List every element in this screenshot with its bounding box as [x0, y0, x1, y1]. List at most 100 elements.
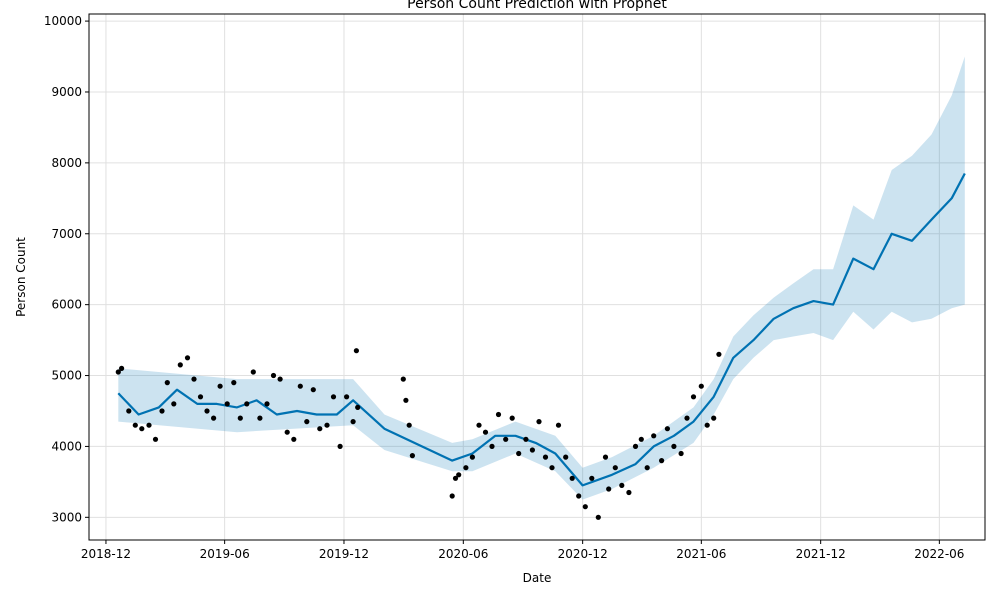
x-tick-label: 2021-06 — [676, 547, 726, 561]
observed-point — [638, 436, 644, 442]
x-tick-label: 2020-12 — [558, 547, 608, 561]
observed-point — [264, 401, 270, 407]
observed-point — [452, 475, 459, 481]
observed-point — [317, 426, 323, 432]
observed-point — [542, 454, 549, 460]
observed-point — [463, 465, 469, 471]
observed-point — [602, 454, 609, 460]
observed-point — [291, 436, 297, 442]
observed-point — [644, 465, 650, 471]
y-tick-label: 10000 — [44, 14, 82, 28]
observed-point — [523, 436, 529, 442]
observed-point — [324, 422, 330, 428]
chart-title: Person Count Prediction with Prophet — [407, 0, 667, 12]
observed-point — [270, 372, 277, 379]
observed-point — [400, 376, 406, 382]
x-tick-label: 2018-12 — [81, 547, 131, 561]
observed-point — [297, 383, 303, 389]
observed-point — [119, 365, 125, 371]
observed-point — [284, 429, 290, 435]
observed-point — [277, 376, 283, 382]
observed-point — [659, 458, 665, 464]
observed-point — [244, 401, 250, 407]
observed-point — [690, 394, 697, 400]
observed-point — [177, 362, 183, 368]
observed-point — [671, 443, 677, 449]
observed-point — [204, 408, 210, 414]
observed-point — [476, 422, 482, 428]
observed-point — [449, 493, 455, 499]
observed-point — [184, 355, 191, 361]
y-tick-label: 3000 — [51, 510, 82, 524]
observed-point — [711, 415, 717, 421]
y-tick-label: 6000 — [51, 298, 82, 312]
x-tick-label: 2021-12 — [796, 547, 846, 561]
plot-frame — [88, 13, 986, 541]
observed-point — [503, 436, 509, 442]
x-tick-label: 2020-06 — [438, 547, 488, 561]
observed-point — [350, 419, 356, 425]
observed-point — [612, 465, 618, 471]
observed-point — [337, 443, 343, 449]
observed-point — [115, 369, 121, 375]
observed-point — [224, 401, 230, 407]
observed-point — [529, 447, 536, 453]
observed-point — [211, 415, 217, 421]
observed-point — [146, 422, 152, 428]
observed-point — [403, 397, 409, 403]
observed-point — [469, 454, 475, 460]
observed-point — [164, 380, 170, 386]
observed-point — [716, 351, 722, 357]
observed-point — [139, 426, 145, 432]
observed-point — [704, 422, 710, 428]
observed-point — [619, 482, 625, 488]
x-tick-label: 2019-06 — [200, 547, 250, 561]
observed-point — [536, 419, 542, 425]
observed-points-layer — [115, 348, 722, 520]
observed-point — [495, 411, 502, 418]
x-axis-title: Date — [523, 571, 552, 585]
observed-point — [489, 443, 495, 449]
observed-point — [555, 422, 562, 428]
y-axis-title: Person Count — [14, 237, 28, 317]
observed-point — [456, 472, 462, 478]
observed-point — [355, 404, 361, 410]
observed-point — [250, 369, 256, 375]
observed-point — [353, 348, 359, 354]
observed-point — [595, 514, 601, 520]
observed-point — [191, 376, 197, 382]
observed-point — [549, 465, 555, 471]
observed-point — [310, 387, 316, 393]
observed-point — [152, 436, 159, 442]
y-tick-label: 4000 — [51, 439, 82, 453]
y-tick-label: 9000 — [51, 85, 82, 99]
observed-point — [651, 433, 657, 439]
observed-point — [330, 394, 337, 400]
observed-point — [626, 489, 632, 496]
x-tick-label: 2022-06 — [914, 547, 964, 561]
observed-point — [576, 493, 582, 499]
observed-point — [304, 419, 310, 425]
observed-point — [231, 380, 237, 386]
observed-point — [664, 426, 671, 432]
observed-point — [509, 415, 515, 421]
uncertainty-band — [118, 56, 965, 500]
y-tick-label: 5000 — [51, 369, 82, 383]
grid — [89, 14, 985, 540]
observed-point — [698, 383, 704, 389]
y-axis-ticks: 3000 4000 5000 6000 7000 8000 9000 10000 — [44, 14, 89, 524]
x-axis-ticks: 2018-12 2019-06 2019-12 2020-06 2020-12 2021-… — [81, 540, 964, 561]
y-tick-label: 8000 — [51, 156, 82, 170]
observed-point — [197, 394, 204, 400]
observed-point — [482, 429, 489, 435]
x-tick-label: 2019-12 — [319, 547, 369, 561]
observed-point — [582, 504, 588, 510]
observed-point — [569, 475, 575, 481]
observed-point — [257, 415, 263, 421]
observed-point — [589, 475, 595, 481]
observed-point — [516, 450, 522, 457]
observed-point — [409, 453, 415, 459]
observed-point — [132, 422, 138, 428]
observed-point — [406, 422, 412, 428]
